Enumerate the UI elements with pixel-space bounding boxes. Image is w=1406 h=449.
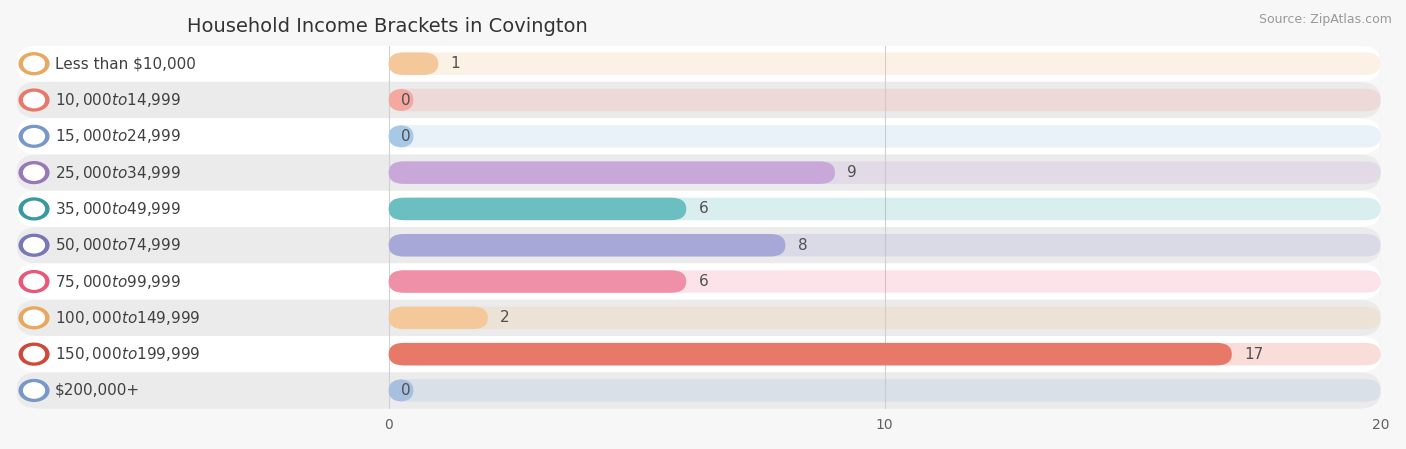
Circle shape <box>20 53 49 75</box>
Circle shape <box>24 201 45 216</box>
Circle shape <box>20 125 49 147</box>
Text: 0: 0 <box>401 92 411 107</box>
FancyBboxPatch shape <box>17 154 1381 191</box>
Text: $75,000 to $99,999: $75,000 to $99,999 <box>55 273 181 291</box>
FancyBboxPatch shape <box>388 53 1381 75</box>
FancyBboxPatch shape <box>17 191 1381 227</box>
Text: $200,000+: $200,000+ <box>55 383 141 398</box>
Circle shape <box>20 162 49 184</box>
FancyBboxPatch shape <box>17 264 1381 299</box>
FancyBboxPatch shape <box>388 198 1381 220</box>
Circle shape <box>24 56 45 71</box>
FancyBboxPatch shape <box>388 307 488 329</box>
Text: 6: 6 <box>699 202 709 216</box>
FancyBboxPatch shape <box>17 82 1381 118</box>
FancyBboxPatch shape <box>388 198 686 220</box>
Text: 0: 0 <box>401 383 411 398</box>
FancyBboxPatch shape <box>388 89 413 111</box>
Circle shape <box>20 89 49 111</box>
FancyBboxPatch shape <box>17 45 1381 82</box>
Circle shape <box>20 198 49 220</box>
Circle shape <box>24 274 45 289</box>
FancyBboxPatch shape <box>388 343 1381 365</box>
Text: 6: 6 <box>699 274 709 289</box>
Circle shape <box>24 238 45 253</box>
Circle shape <box>24 165 45 180</box>
Text: $15,000 to $24,999: $15,000 to $24,999 <box>55 128 181 145</box>
Circle shape <box>20 379 49 401</box>
FancyBboxPatch shape <box>388 89 1381 111</box>
Circle shape <box>24 347 45 362</box>
FancyBboxPatch shape <box>17 227 1381 264</box>
Text: 2: 2 <box>501 310 510 326</box>
FancyBboxPatch shape <box>388 125 413 148</box>
Circle shape <box>24 129 45 144</box>
Circle shape <box>24 310 45 326</box>
FancyBboxPatch shape <box>388 234 786 256</box>
FancyBboxPatch shape <box>388 343 1232 365</box>
FancyBboxPatch shape <box>17 118 1381 154</box>
Text: Less than $10,000: Less than $10,000 <box>55 56 195 71</box>
Text: $50,000 to $74,999: $50,000 to $74,999 <box>55 236 181 254</box>
Circle shape <box>20 271 49 292</box>
FancyBboxPatch shape <box>388 53 439 75</box>
Text: Source: ZipAtlas.com: Source: ZipAtlas.com <box>1258 13 1392 26</box>
Circle shape <box>24 92 45 108</box>
FancyBboxPatch shape <box>388 270 1381 293</box>
Text: 1: 1 <box>451 56 460 71</box>
Circle shape <box>20 307 49 329</box>
Text: $10,000 to $14,999: $10,000 to $14,999 <box>55 91 181 109</box>
Circle shape <box>20 234 49 256</box>
Text: 9: 9 <box>848 165 858 180</box>
FancyBboxPatch shape <box>388 161 835 184</box>
FancyBboxPatch shape <box>388 161 1381 184</box>
FancyBboxPatch shape <box>388 379 1381 402</box>
Text: $35,000 to $49,999: $35,000 to $49,999 <box>55 200 181 218</box>
Text: 0: 0 <box>401 129 411 144</box>
Circle shape <box>24 383 45 398</box>
Text: $100,000 to $149,999: $100,000 to $149,999 <box>55 309 200 327</box>
FancyBboxPatch shape <box>388 125 1381 148</box>
Text: 8: 8 <box>797 238 807 253</box>
FancyBboxPatch shape <box>388 307 1381 329</box>
FancyBboxPatch shape <box>388 270 686 293</box>
FancyBboxPatch shape <box>388 379 413 402</box>
Text: Household Income Brackets in Covington: Household Income Brackets in Covington <box>187 17 588 35</box>
FancyBboxPatch shape <box>388 234 1381 256</box>
Circle shape <box>20 343 49 365</box>
Text: $150,000 to $199,999: $150,000 to $199,999 <box>55 345 200 363</box>
Text: $25,000 to $34,999: $25,000 to $34,999 <box>55 163 181 182</box>
FancyBboxPatch shape <box>17 372 1381 409</box>
FancyBboxPatch shape <box>17 336 1381 372</box>
FancyBboxPatch shape <box>17 299 1381 336</box>
Text: 17: 17 <box>1244 347 1264 361</box>
